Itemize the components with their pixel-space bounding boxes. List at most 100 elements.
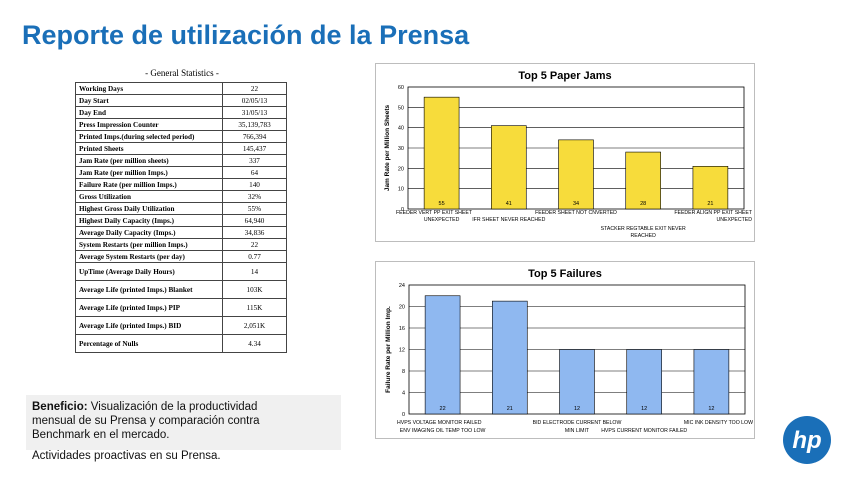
y-tick-label: 10: [398, 187, 404, 193]
x-tick-label: STACKER REGTABLE EXIT NEVER: [601, 226, 686, 232]
stats-value: 64: [222, 166, 287, 179]
stats-label: Average System Restarts (per day): [75, 250, 223, 263]
stats-label: System Restarts (per million Imps.): [75, 238, 223, 251]
hp-logo: hp: [783, 416, 831, 464]
stats-row: Jam Rate (per million sheets) 337: [75, 154, 287, 167]
stats-value: 140: [222, 178, 287, 191]
stats-value: 22: [222, 82, 287, 95]
stats-label: Average Life (printed Imps.) BID: [75, 316, 223, 335]
data-label: 12: [708, 406, 714, 412]
bar: [692, 166, 729, 210]
stats-value: 14: [222, 262, 287, 281]
stats-label: Press Impression Counter: [75, 118, 223, 131]
stats-value: 64,940: [222, 214, 287, 227]
stats-value: 35,139,783: [222, 118, 287, 131]
stats-row: Day End 31/05/13: [75, 106, 287, 119]
bar: [492, 300, 528, 415]
data-label: 34: [573, 201, 579, 207]
failures-chart-panel: Top 5 Failures 0 4 8 12 16 20 24 Failure Rate pe…: [375, 261, 755, 439]
stats-row: Average Life (printed Imps.) PIP 115K: [75, 298, 287, 317]
stats-label: Working Days: [75, 82, 223, 95]
y-tick-label: 8: [402, 369, 405, 375]
stats-value: 34,836: [222, 226, 287, 239]
stats-row: System Restarts (per million Imps.) 22: [75, 238, 287, 251]
bar: [626, 349, 662, 415]
general-statistics: - General Statistics - Working Days 22 Day…: [72, 68, 292, 376]
stats-label: Average Life (printed Imps.) PIP: [75, 298, 223, 317]
x-tick-label: BID ELECTRODE CURRENT BELOW: [533, 420, 622, 426]
x-tick-label: MIN LIMIT: [565, 428, 590, 434]
stats-row: Highest Gross Daily Utilization 55%: [75, 202, 287, 215]
stats-label: Average Life (printed Imps.) Blanket: [75, 280, 223, 299]
paper-jams-chart: Top 5 Paper Jams 0 10 20 30 40 50 60 Jam Rate pe…: [384, 70, 753, 239]
stats-value: 4.34: [222, 334, 287, 353]
y-tick-label: 30: [398, 146, 404, 152]
stats-row: Average Life (printed Imps.) Blanket 103K: [75, 280, 287, 299]
x-tick-label: ENV IMAGING OIL TEMP TOO LOW: [400, 428, 486, 434]
stats-row: Percentage of Nulls 4.34: [75, 334, 287, 353]
chart-title: Top 5 Failures: [528, 268, 602, 280]
x-tick-label: MIC INK DENSITY TOO LOW: [684, 420, 753, 426]
stats-label: Highest Gross Daily Utilization: [75, 202, 223, 215]
y-tick-label: 24: [399, 283, 405, 289]
y-tick-label: 0: [401, 207, 404, 213]
stats-label: Day End: [75, 106, 223, 119]
y-tick-label: 40: [398, 126, 404, 132]
bar: [423, 96, 460, 210]
beneficio-label: Beneficio:: [32, 401, 88, 413]
stats-row: Day Start 02/05/13: [75, 94, 287, 107]
data-label: 21: [507, 406, 513, 412]
data-label: 12: [574, 406, 580, 412]
stats-row: Jam Rate (per million Imps.) 64: [75, 166, 287, 179]
data-label: 12: [641, 406, 647, 412]
stats-value: 337: [222, 154, 287, 167]
beneficio-description: Visualización de la productividad mensua…: [32, 401, 260, 441]
stats-value: 115K: [222, 298, 287, 317]
x-tick-label: FEEDER VERT PP EXIT SHEET: [396, 210, 473, 216]
stats-row: Working Days 22: [75, 82, 287, 95]
x-tick-label: FEEDER SHEET NOT CNVERTED: [535, 210, 617, 216]
stats-value: 766,394: [222, 130, 287, 143]
y-tick-label: 16: [399, 326, 405, 332]
chart-title: Top 5 Paper Jams: [518, 70, 611, 82]
stats-value: 32%: [222, 190, 287, 203]
stats-row: Gross Utilization 32%: [75, 190, 287, 203]
stats-value: 55%: [222, 202, 287, 215]
y-tick-label: 4: [402, 391, 405, 397]
stats-row: Average System Restarts (per day) 0.77: [75, 250, 287, 263]
stats-table: Working Days 22 Day Start 02/05/13 Day End 31…: [75, 82, 287, 353]
stats-label: Gross Utilization: [75, 190, 223, 203]
failures-chart: Top 5 Failures 0 4 8 12 16 20 24 Failure Rate pe…: [385, 268, 753, 434]
x-tick-label: UNEXPECTED: [717, 217, 753, 223]
stats-row: Press Impression Counter 35,139,783: [75, 118, 287, 131]
y-axis-label: Jam Rate per Million Sheets: [384, 104, 391, 191]
bar: [559, 349, 595, 415]
stats-row: Printed Imps.(during selected period) 766…: [75, 130, 287, 143]
x-tick-label: IFR SHEET NEVER REACHED: [472, 217, 545, 223]
bar: [693, 349, 730, 415]
stats-row: Failure Rate (per million Imps.) 140: [75, 178, 287, 191]
slide-title: Reporte de utilización de la Prensa: [22, 20, 470, 50]
stats-label: Printed Imps.(during selected period): [75, 130, 223, 143]
stats-label: Percentage of Nulls: [75, 334, 223, 353]
y-tick-label: 20: [398, 166, 404, 172]
stats-value: 22: [222, 238, 287, 251]
stats-row: Highest Daily Capacity (Imps.) 64,940: [75, 214, 287, 227]
x-tick-label: REACHED: [631, 233, 657, 239]
beneficio-box: [26, 395, 341, 450]
bar: [491, 125, 527, 210]
stats-row: UpTime (Average Daily Hours) 14: [75, 262, 287, 281]
bar: [424, 295, 461, 415]
y-tick-label: 0: [402, 412, 405, 418]
data-label: 21: [707, 201, 713, 207]
data-label: 28: [640, 201, 646, 207]
stats-label: Failure Rate (per million Imps.): [75, 178, 223, 191]
y-tick-label: 12: [399, 348, 405, 354]
stats-value: 2,051K: [222, 316, 287, 335]
stats-label: Average Daily Capacity (Imps.): [75, 226, 223, 239]
bar: [558, 139, 594, 210]
stats-label: Jam Rate (per million Imps.): [75, 166, 223, 179]
x-tick-label: FEEDER ALIGN PP EXIT SHEET: [674, 210, 752, 216]
stats-value: 0.77: [222, 250, 287, 263]
hp-logo-text: hp: [792, 427, 821, 454]
